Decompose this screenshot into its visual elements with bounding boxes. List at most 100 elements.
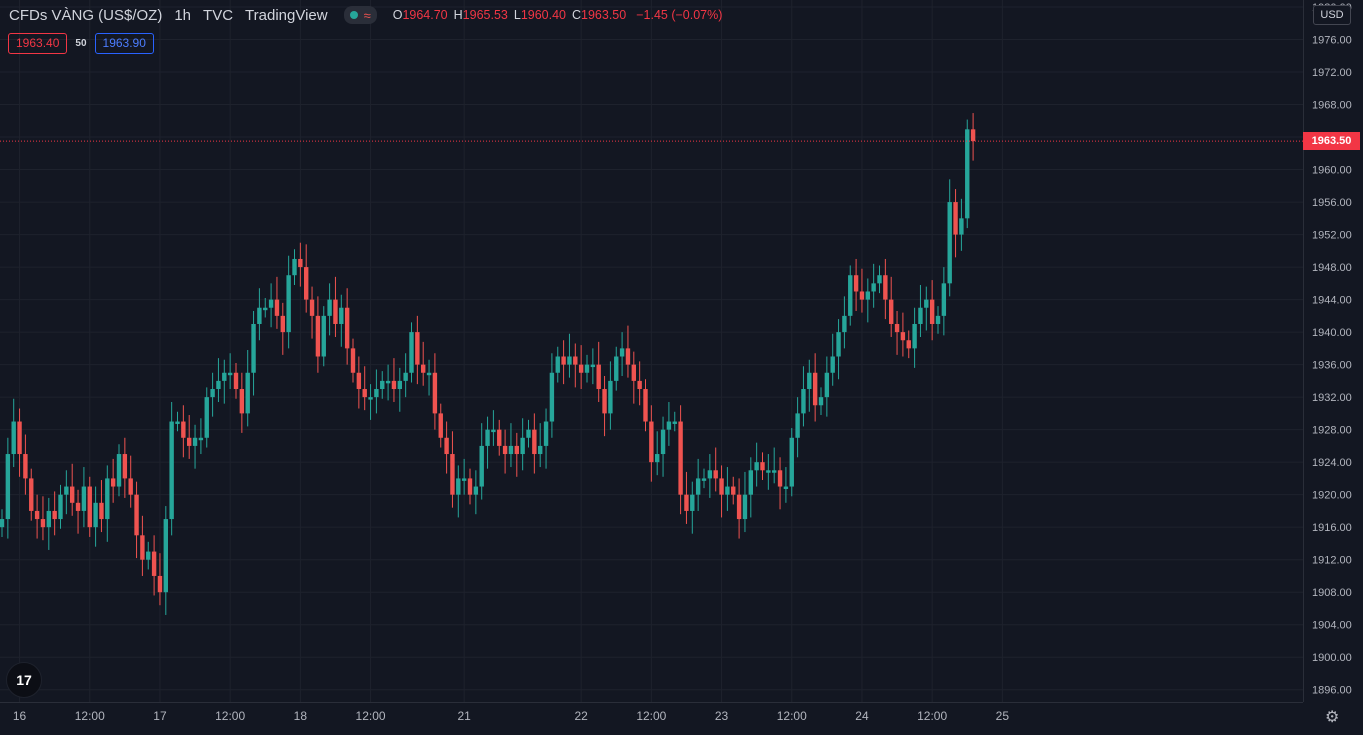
candlestick-chart[interactable] (0, 0, 1303, 702)
wave-icon: ≈ (363, 7, 371, 23)
candle (889, 276, 894, 337)
candle-body (649, 421, 654, 463)
candle-body (848, 275, 853, 316)
candle-body (491, 429, 496, 433)
candle-body (912, 323, 917, 349)
market-status-pill[interactable]: ≈ (343, 6, 377, 24)
candle (432, 353, 438, 430)
candle-body (93, 502, 98, 528)
candle (848, 265, 853, 326)
candle (777, 457, 783, 510)
candle (538, 423, 543, 468)
candle-body (222, 372, 227, 381)
candle-body (251, 323, 256, 373)
candle (900, 312, 906, 357)
candle-body (555, 356, 560, 373)
candle-body (772, 470, 777, 473)
candle (760, 452, 765, 481)
candle-body (81, 486, 87, 511)
candle (216, 358, 221, 403)
candle (748, 457, 753, 518)
candle-body (432, 372, 438, 414)
candle (865, 278, 870, 323)
candle-body (187, 437, 192, 446)
candle-body (941, 283, 947, 316)
candle-body (719, 478, 724, 495)
price-tick-label: 1928.00 (1312, 425, 1352, 437)
candle-body (350, 348, 356, 373)
candle-body (157, 575, 163, 593)
candle-body (532, 429, 537, 455)
candle (321, 306, 326, 367)
candle-body (824, 372, 830, 398)
candle (274, 276, 280, 329)
candle (17, 408, 22, 477)
change-value: −1.45 (−0.07%) (636, 8, 723, 22)
candle (81, 467, 87, 528)
candle (461, 458, 467, 495)
candle (485, 416, 490, 469)
candle-body (415, 332, 420, 365)
candle-body (853, 275, 859, 292)
buy-price-button[interactable]: 1963.90 (94, 33, 154, 54)
candle (175, 411, 180, 432)
price-tick-label: 1944.00 (1312, 295, 1352, 307)
candle-body (830, 356, 835, 373)
sell-price-button[interactable]: 1963.40 (8, 33, 68, 54)
currency-button[interactable]: USD (1313, 5, 1351, 25)
candle-body (374, 389, 379, 398)
candle (619, 332, 625, 377)
candle (64, 470, 69, 515)
candle-body (29, 478, 34, 511)
candle (356, 356, 362, 409)
candle (912, 307, 917, 368)
candle-body (766, 470, 771, 473)
candle-body (17, 421, 22, 455)
candle-body (245, 372, 250, 414)
candle (263, 297, 268, 318)
time-tick-label: 25 (996, 709, 1010, 723)
chart-plot-area[interactable] (0, 0, 1303, 702)
candle-body (70, 486, 75, 503)
candle (918, 284, 923, 337)
time-tick-label: 17 (153, 709, 167, 723)
interval-label[interactable]: 1h (174, 6, 192, 24)
candle-body (58, 494, 63, 520)
candle-body (514, 445, 519, 455)
time-tick-label: 23 (715, 709, 729, 723)
candle-body (924, 299, 929, 308)
candle (479, 423, 484, 500)
candle (929, 280, 935, 341)
candle (473, 470, 479, 515)
time-axis[interactable]: 16 12:00 17 12:00 18 12:00 21 22 12:00 23 12:00 24 1… (0, 702, 1303, 734)
candle-body (421, 364, 426, 373)
time-tick-label: 24 (855, 709, 869, 723)
source-label: TradingView (245, 6, 328, 24)
symbol-name[interactable]: CFDs VÀNG (US$/OZ) (9, 6, 163, 24)
candle-body (795, 413, 800, 438)
price-axis[interactable]: 1896.00 1900.00 1904.00 1908.00 1912.00 1916.… (1303, 0, 1363, 702)
candle-body (391, 380, 397, 390)
candle (409, 322, 414, 383)
candle-body (11, 421, 16, 455)
candle-body (116, 454, 122, 487)
price-tick-label: 1948.00 (1312, 262, 1352, 274)
candle (690, 481, 695, 534)
candle (725, 467, 730, 511)
candle-body (701, 478, 707, 481)
candle-body (286, 275, 291, 333)
candle-body (578, 364, 584, 373)
open-key: O (392, 8, 403, 22)
candle-body (274, 299, 280, 316)
time-tick-label: 18 (294, 709, 308, 723)
candle-body (672, 421, 677, 424)
candle (526, 419, 531, 448)
candle-body (889, 299, 894, 324)
market-open-dot-icon (349, 11, 358, 19)
gear-icon[interactable]: ⚙ (1325, 709, 1340, 726)
candle (877, 265, 882, 294)
candle-body (409, 332, 414, 373)
price-tick-label: 1912.00 (1312, 555, 1352, 567)
candle-body (543, 421, 549, 446)
tradingview-logo-icon[interactable]: 17 (6, 662, 42, 698)
